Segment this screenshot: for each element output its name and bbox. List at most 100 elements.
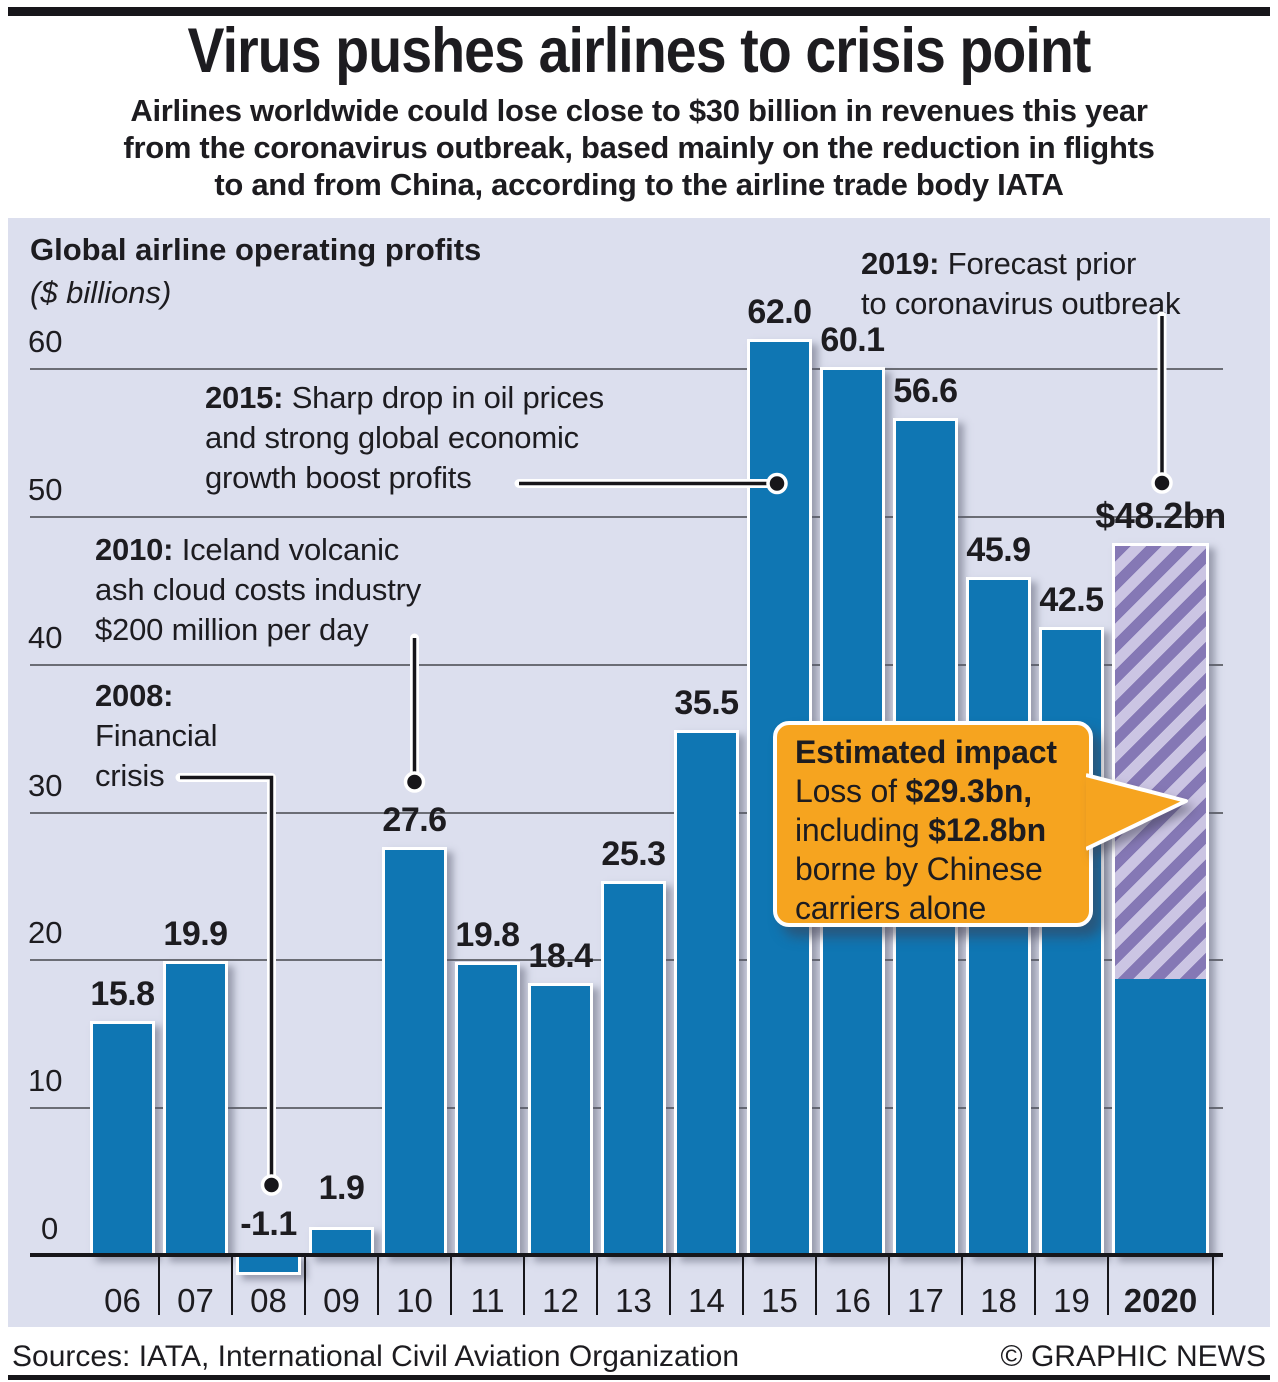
sources-text: Sources: IATA, International Civil Aviat… (12, 1340, 740, 1373)
x-axis-tick (158, 1257, 160, 1315)
x-axis-tick (669, 1257, 671, 1315)
x-axis-tick (815, 1257, 817, 1315)
subtitle-line: to and from China, according to the airl… (214, 167, 1064, 202)
bar (455, 962, 520, 1257)
bar-value-label: 45.9 (966, 531, 1031, 569)
gridline (30, 664, 1223, 666)
annotation-text: Financial (95, 718, 218, 753)
callout-estimated-impact: Estimated impact Loss of $29.3bn, includ… (773, 721, 1093, 927)
top-rule (8, 7, 1270, 16)
subtitle-line: from the coronavirus outbreak, based mai… (123, 130, 1155, 165)
x-axis-label: 19 (1053, 1282, 1090, 1319)
chart-panel: Global airline operating profits ($ bill… (8, 218, 1270, 1327)
x-axis-baseline (30, 1253, 1223, 1257)
x-axis-label: 18 (980, 1282, 1017, 1319)
bar (309, 1227, 374, 1257)
forecast-solid-profit-segment (1115, 979, 1206, 1254)
footer: Sources: IATA, International Civil Aviat… (12, 1340, 1266, 1374)
annotation-line: 2008: (95, 676, 217, 716)
x-axis-tick (450, 1257, 452, 1315)
bar-value-label: 18.4 (528, 937, 593, 975)
y-axis-label: 50 (28, 472, 63, 507)
x-axis-tick (1107, 1257, 1109, 1315)
x-axis-label: 10 (396, 1282, 433, 1319)
x-axis-tick (231, 1257, 233, 1315)
annotation-text: growth boost profits (205, 460, 472, 495)
bar (90, 1021, 155, 1257)
annotation-text: Forecast prior (939, 246, 1137, 281)
bar (382, 847, 447, 1257)
bar-value-label: 1.9 (318, 1169, 365, 1207)
x-axis-label: 09 (323, 1282, 360, 1319)
x-axis-tick (304, 1257, 306, 1315)
bar-value-label: $48.2bn (1095, 495, 1226, 536)
gridline (30, 812, 1223, 814)
x-axis-tick (961, 1257, 963, 1315)
y-axis-label: 10 (28, 1063, 63, 1098)
annotation-text: and strong global economic (205, 420, 579, 455)
page-title: Virus pushes airlines to crisis point (187, 16, 1091, 86)
x-axis-label: 2020 (1123, 1282, 1198, 1319)
callout-text: Loss of $29.3bn, (795, 773, 1032, 809)
x-axis-label: 07 (177, 1282, 214, 1319)
gridline (30, 368, 1223, 370)
callout-text: carriers alone (795, 890, 987, 926)
x-axis-label: 13 (615, 1282, 652, 1319)
bar-value-label: 19.9 (163, 915, 228, 953)
x-axis-tick (377, 1257, 379, 1315)
annotation-text: ash cloud costs industry (95, 572, 422, 607)
bar-2020-forecast (1112, 543, 1209, 1257)
bar-value-label: 42.5 (1039, 581, 1104, 619)
annotation-2010: 2010: Iceland volcanic ash cloud costs i… (95, 530, 421, 650)
callout-title: Estimated impact (795, 734, 1057, 770)
annotation-year: 2019: (861, 246, 940, 281)
page-subtitle: Airlines worldwide could lose close to $… (0, 92, 1278, 203)
subtitle-line: Airlines worldwide could lose close to $… (130, 93, 1148, 128)
bar-value-label: 19.8 (455, 916, 520, 954)
x-axis-label: 08 (250, 1282, 287, 1319)
bar (528, 983, 593, 1257)
annotation-year: 2010: (95, 532, 174, 567)
bar-value-label: 25.3 (601, 835, 666, 873)
bar-value-label: -1.1 (240, 1205, 297, 1243)
annotation-line: 2019: Forecast prior (861, 244, 1180, 284)
annotation-text: crisis (95, 758, 165, 793)
x-axis-tick (596, 1257, 598, 1315)
annotation-2019: 2019: Forecast prior to coronavirus outb… (861, 244, 1181, 324)
x-axis-label: 11 (470, 1282, 505, 1319)
bar-value-label: 62.0 (747, 293, 812, 331)
bar-value-label: 35.5 (674, 684, 739, 722)
y-axis-label: 60 (28, 324, 63, 359)
annotation-year: 2015: (205, 380, 284, 415)
chart-unit-label: ($ billions) (30, 275, 172, 310)
y-axis-label: 30 (28, 768, 63, 803)
chart-title: Global airline operating profits (30, 232, 482, 267)
bar-value-label: 56.6 (893, 372, 958, 410)
x-axis-tick (888, 1257, 890, 1315)
callout-text: borne by Chinese (795, 851, 1043, 887)
x-axis-tick (1034, 1257, 1036, 1315)
x-axis-label: 15 (761, 1282, 798, 1319)
gridline (30, 516, 1223, 518)
x-axis-tick (523, 1257, 525, 1315)
annotation-text: to coronavirus outbreak (861, 286, 1181, 321)
callout-pointer (1086, 773, 1188, 851)
annotation-text: $200 million per day (95, 612, 369, 647)
callout-text: including $12.8bn (795, 812, 1046, 848)
x-axis-tick (1212, 1257, 1214, 1315)
bar-value-label: 60.1 (820, 321, 885, 359)
bar-value-label: 27.6 (382, 801, 447, 839)
bar-value-label: 15.8 (90, 975, 155, 1013)
y-axis-label: 20 (28, 915, 63, 950)
x-axis-label: 12 (542, 1282, 579, 1319)
bar (674, 730, 739, 1257)
annotation-text: Sharp drop in oil prices (283, 380, 604, 415)
x-axis-label: 17 (907, 1282, 944, 1319)
forecast-hatched-loss-segment (1115, 546, 1206, 979)
x-axis-tick (742, 1257, 744, 1315)
bar (601, 881, 666, 1257)
annotation-line: 2010: Iceland volcanic (95, 530, 421, 570)
credit-text: © GRAPHIC NEWS (1000, 1340, 1266, 1373)
annotation-text: Iceland volcanic (173, 532, 400, 567)
